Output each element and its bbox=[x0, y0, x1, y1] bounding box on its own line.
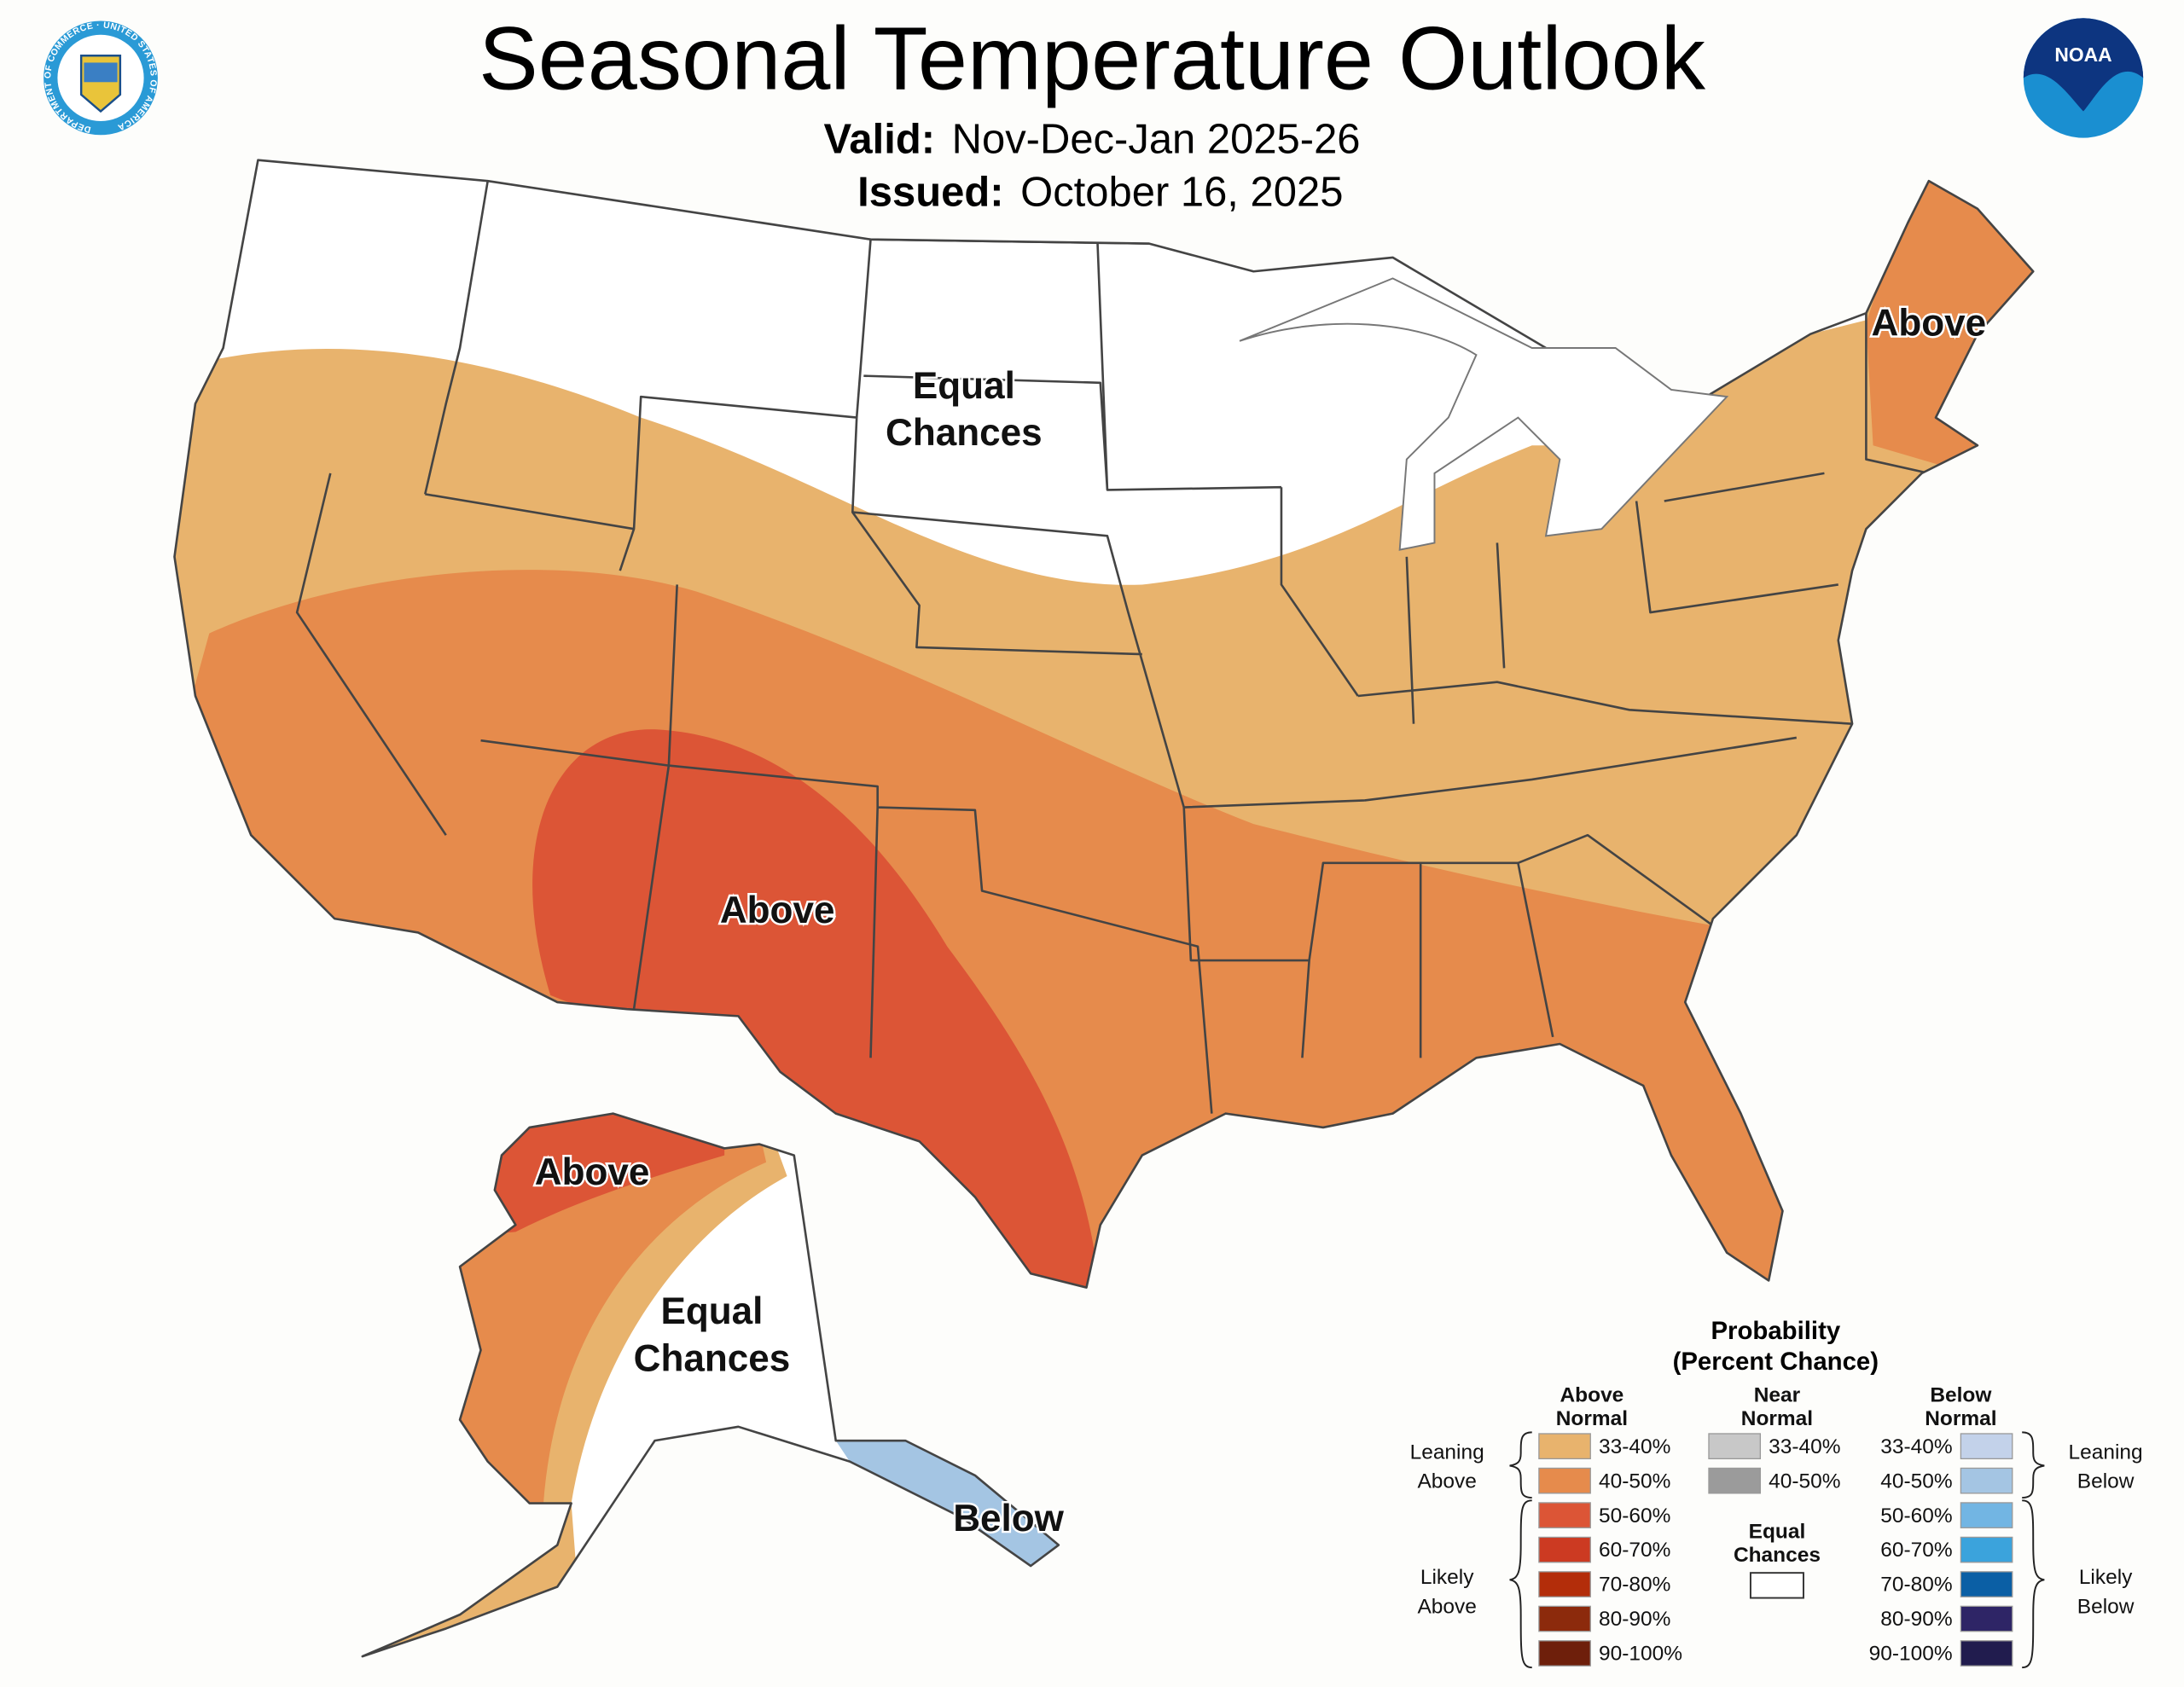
legend-label-above-5: 80-90% bbox=[1599, 1608, 1670, 1631]
legend-label-above-4: 70-80% bbox=[1599, 1574, 1670, 1597]
legend-label-below-5: 80-90% bbox=[1880, 1608, 1952, 1631]
legend: Probability (Percent Chance) Above Normal… bbox=[1410, 1317, 2143, 1669]
equal-chances-swatch bbox=[1749, 1572, 1804, 1599]
legend-subtitle: (Percent Chance) bbox=[1673, 1348, 1879, 1376]
legend-swatch-below-6 bbox=[1960, 1640, 2013, 1667]
legend-label-below-6: 90-100% bbox=[1869, 1643, 1953, 1666]
legend-swatch-above-6 bbox=[1538, 1640, 1591, 1667]
legend-label-above-3: 60-70% bbox=[1599, 1539, 1670, 1562]
brace-leaning-above bbox=[1509, 1431, 1532, 1499]
label-alaska-equal-chances: Equal Chances bbox=[634, 1290, 791, 1379]
legend-swatch-above-5 bbox=[1538, 1605, 1591, 1632]
label-conus-above-southwest: Above bbox=[720, 890, 835, 931]
issued-label: Issued: bbox=[857, 170, 1003, 216]
legend-swatch-below-0 bbox=[1960, 1433, 2013, 1460]
valid-line: Valid: Nov-Dec-Jan 2025-26 bbox=[823, 117, 1360, 163]
group-leaning-below: Leaning Below bbox=[2069, 1441, 2143, 1493]
legend-swatch-below-4 bbox=[1960, 1571, 2013, 1597]
commerce-seal-logo: DEPARTMENT OF COMMERCE · UNITED STATES O… bbox=[44, 20, 158, 136]
issued-value: October 16, 2025 bbox=[1020, 170, 1343, 216]
valid-value: Nov-Dec-Jan 2025-26 bbox=[952, 117, 1361, 163]
group-leaning-above: Leaning Above bbox=[1410, 1441, 1484, 1493]
legend-label-above-6: 90-100% bbox=[1599, 1643, 1682, 1666]
legend-label-below-0: 33-40% bbox=[1880, 1435, 1952, 1458]
header-near-normal: Near Normal bbox=[1741, 1383, 1813, 1430]
group-likely-above: Likely Above bbox=[1417, 1566, 1476, 1618]
legend-swatch-near-1 bbox=[1708, 1467, 1762, 1494]
valid-label: Valid: bbox=[823, 117, 935, 163]
legend-swatch-below-5 bbox=[1960, 1605, 2013, 1632]
legend-label-below-3: 60-70% bbox=[1880, 1539, 1952, 1562]
region-equal-chances-north bbox=[174, 159, 1867, 585]
svg-text:NOAA: NOAA bbox=[2054, 43, 2111, 66]
legend-swatch-near-0 bbox=[1708, 1433, 1762, 1460]
legend-label-below-2: 50-60% bbox=[1880, 1504, 1952, 1528]
alaska-outline bbox=[361, 1112, 1060, 1658]
legend-label-above-2: 50-60% bbox=[1599, 1504, 1670, 1528]
great-lakes bbox=[1239, 277, 1729, 551]
legend-label-below-4: 70-80% bbox=[1880, 1574, 1952, 1597]
page-title: Seasonal Temperature Outlook bbox=[479, 9, 1706, 108]
legend-label-below-1: 40-50% bbox=[1880, 1470, 1952, 1493]
label-alaska-below: Below bbox=[953, 1498, 1064, 1539]
legend-title: Probability bbox=[1711, 1317, 1840, 1345]
label-conus-above-northeast: Above bbox=[1872, 302, 1987, 344]
legend-label-above-0: 33-40% bbox=[1599, 1435, 1670, 1458]
equal-chances-label: Equal Chances bbox=[1734, 1520, 1821, 1567]
legend-swatch-above-1 bbox=[1538, 1467, 1591, 1494]
group-likely-below: Likely Below bbox=[2077, 1566, 2135, 1618]
legend-swatch-above-4 bbox=[1538, 1571, 1591, 1597]
legend-label-near-1: 40-50% bbox=[1769, 1470, 1840, 1493]
legend-label-near-0: 33-40% bbox=[1769, 1435, 1840, 1458]
state-boundaries bbox=[295, 180, 1930, 1114]
brace-likely-below bbox=[2022, 1499, 2045, 1669]
region-likely-above-50-60 bbox=[532, 729, 1101, 1288]
label-alaska-above: Above bbox=[535, 1151, 650, 1193]
legend-swatch-above-0 bbox=[1538, 1433, 1591, 1460]
header-above-normal: Above Normal bbox=[1556, 1383, 1628, 1430]
issued-line: Issued: October 16, 2025 bbox=[857, 170, 1343, 216]
conus-outline bbox=[173, 159, 2035, 1289]
legend-swatch-above-3 bbox=[1538, 1536, 1591, 1563]
legend-swatch-above-2 bbox=[1538, 1502, 1591, 1528]
legend-swatch-below-3 bbox=[1960, 1536, 2013, 1563]
brace-likely-above bbox=[1509, 1499, 1532, 1669]
noaa-logo: NOAA bbox=[2023, 18, 2144, 138]
label-conus-equal-chances: Equal Chances bbox=[886, 365, 1043, 454]
alaska-below-panhandle bbox=[835, 1441, 1059, 1567]
header-below-normal: Below Normal bbox=[1925, 1383, 1996, 1430]
legend-label-above-1: 40-50% bbox=[1599, 1470, 1670, 1493]
brace-leaning-below bbox=[2022, 1431, 2045, 1499]
legend-swatch-below-1 bbox=[1960, 1467, 2013, 1494]
legend-swatch-below-2 bbox=[1960, 1502, 2013, 1528]
